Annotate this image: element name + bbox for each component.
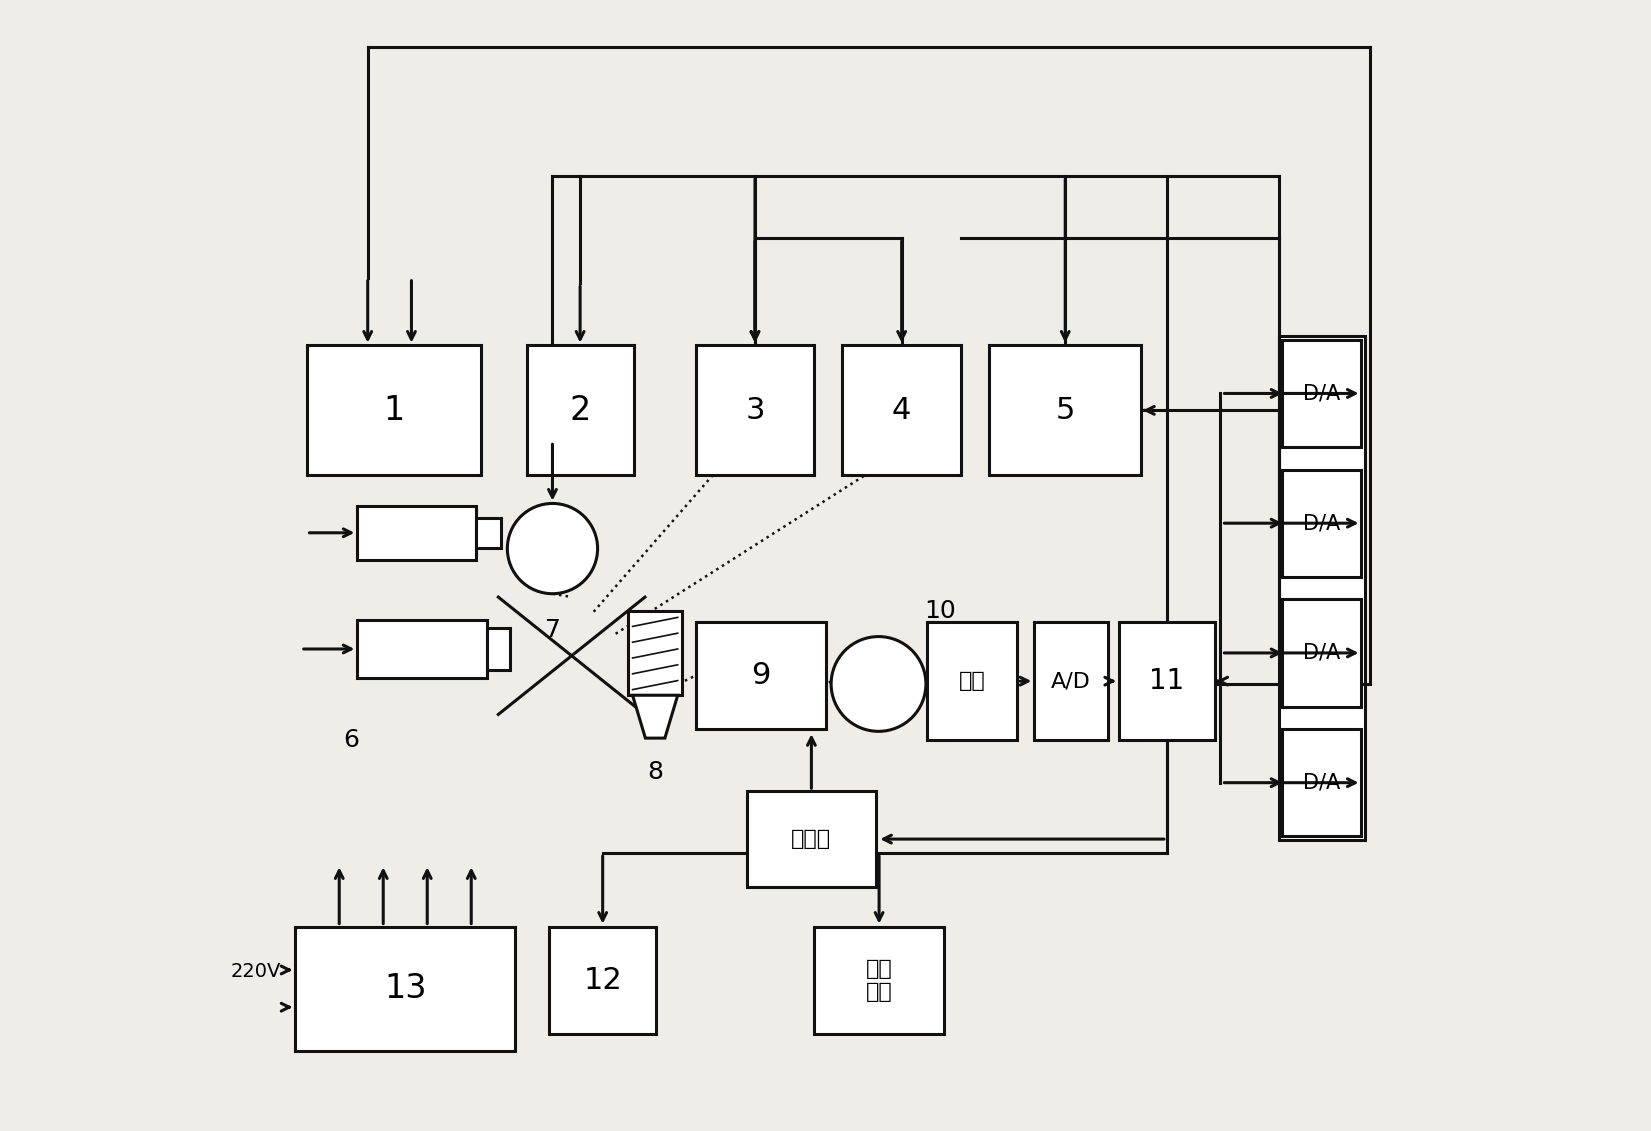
Text: 1: 1 [383,394,404,426]
Text: D/A: D/A [1303,642,1341,663]
Bar [1034,622,1108,741]
Bar [842,345,961,475]
Bar [746,792,877,887]
Text: 前置: 前置 [959,671,986,691]
Text: 12: 12 [583,966,622,994]
Bar [357,620,487,679]
Bar [1280,336,1365,839]
Bar [1119,622,1215,741]
Bar [357,506,475,560]
Bar [1283,339,1362,447]
Bar [1283,469,1362,577]
Bar [1283,729,1362,836]
Text: 5: 5 [1055,396,1075,425]
Bar [475,518,500,547]
Text: 7: 7 [545,618,560,641]
Text: D/A: D/A [1303,513,1341,533]
Bar [989,345,1141,475]
Text: 13: 13 [385,972,426,1005]
Bar [928,622,1017,741]
Text: 11: 11 [1149,667,1184,696]
Bar [695,622,826,729]
Text: 220V: 220V [231,962,281,982]
Bar [814,926,944,1034]
Circle shape [830,637,926,732]
Text: 8: 8 [647,760,664,784]
Text: 2: 2 [570,394,591,426]
Text: 3: 3 [745,396,764,425]
Bar [550,926,655,1034]
Text: D/A: D/A [1303,383,1341,404]
Bar [695,345,814,475]
Bar [487,629,510,670]
Bar [296,926,515,1051]
Text: D/A: D/A [1303,772,1341,793]
Text: 负高压: 负高压 [791,829,832,849]
Bar [627,611,682,696]
Polygon shape [632,696,677,739]
Text: 键盘
显示: 键盘 显示 [865,958,893,1002]
Text: 10: 10 [925,598,956,623]
Circle shape [507,503,598,594]
Bar [1283,599,1362,707]
Bar [527,345,634,475]
Text: 4: 4 [892,396,911,425]
Text: A/D: A/D [1052,671,1091,691]
Text: 6: 6 [343,728,360,752]
Bar [307,345,482,475]
Text: 9: 9 [751,661,771,690]
